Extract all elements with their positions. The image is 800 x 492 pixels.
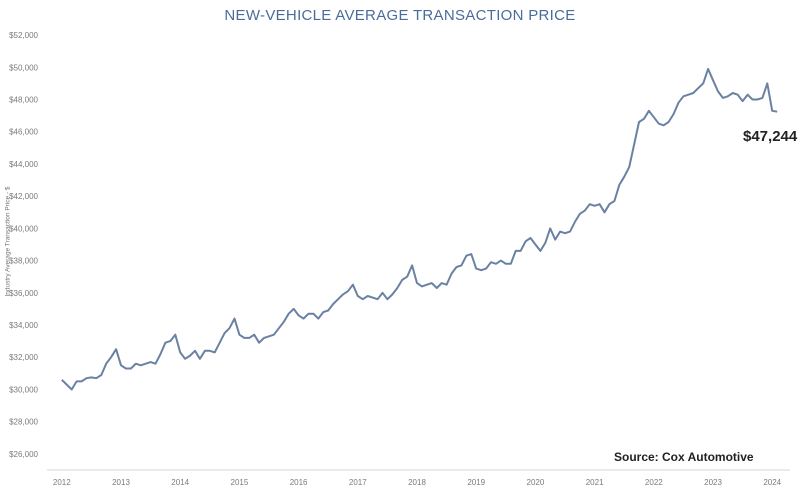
y-tick-label: $42,000 <box>9 192 38 201</box>
x-tick-labels: 2012 2013 2014 2015 2016 2017 2018 2019 2020 2021… <box>53 478 782 487</box>
y-tick-label: $36,000 <box>9 289 38 298</box>
x-tick-label: 2016 <box>290 478 308 487</box>
y-tick-label: $44,000 <box>9 160 38 169</box>
last-value-label: $47,244 <box>743 128 798 145</box>
y-tick-label: $40,000 <box>9 224 38 233</box>
y-tick-label: $52,000 <box>9 31 38 40</box>
y-tick-label: $26,000 <box>9 450 38 459</box>
y-tick-label: $28,000 <box>9 418 38 427</box>
x-tick-label: 2013 <box>112 478 130 487</box>
x-tick-label: 2022 <box>645 478 663 487</box>
series-lines <box>61 67 778 391</box>
x-tick-label: 2012 <box>53 478 71 487</box>
x-tick-label: 2014 <box>171 478 189 487</box>
y-tick-label: $50,000 <box>9 63 38 72</box>
x-tick-label: 2021 <box>586 478 604 487</box>
x-tick-label: 2020 <box>527 478 545 487</box>
y-tick-label: $46,000 <box>9 128 38 137</box>
x-tick-label: 2018 <box>408 478 426 487</box>
y-tick-label: $30,000 <box>9 385 38 394</box>
y-tick-label: $48,000 <box>9 95 38 104</box>
source-note: Source: Cox Automotive <box>614 450 754 464</box>
series-line <box>61 67 778 391</box>
x-tick-label: 2024 <box>763 478 781 487</box>
chart-title: NEW-VEHICLE AVERAGE TRANSACTION PRICE <box>224 7 576 24</box>
y-tick-label: $32,000 <box>9 353 38 362</box>
x-tick-label: 2019 <box>467 478 485 487</box>
y-tick-labels: $26,000 $28,000 $30,000 $32,000 $34,000 $36,0… <box>9 31 38 459</box>
y-tick-label: $38,000 <box>9 257 38 266</box>
x-tick-label: 2023 <box>704 478 722 487</box>
y-tick-label: $34,000 <box>9 321 38 330</box>
x-tick-label: 2015 <box>231 478 249 487</box>
x-tick-label: 2017 <box>349 478 367 487</box>
